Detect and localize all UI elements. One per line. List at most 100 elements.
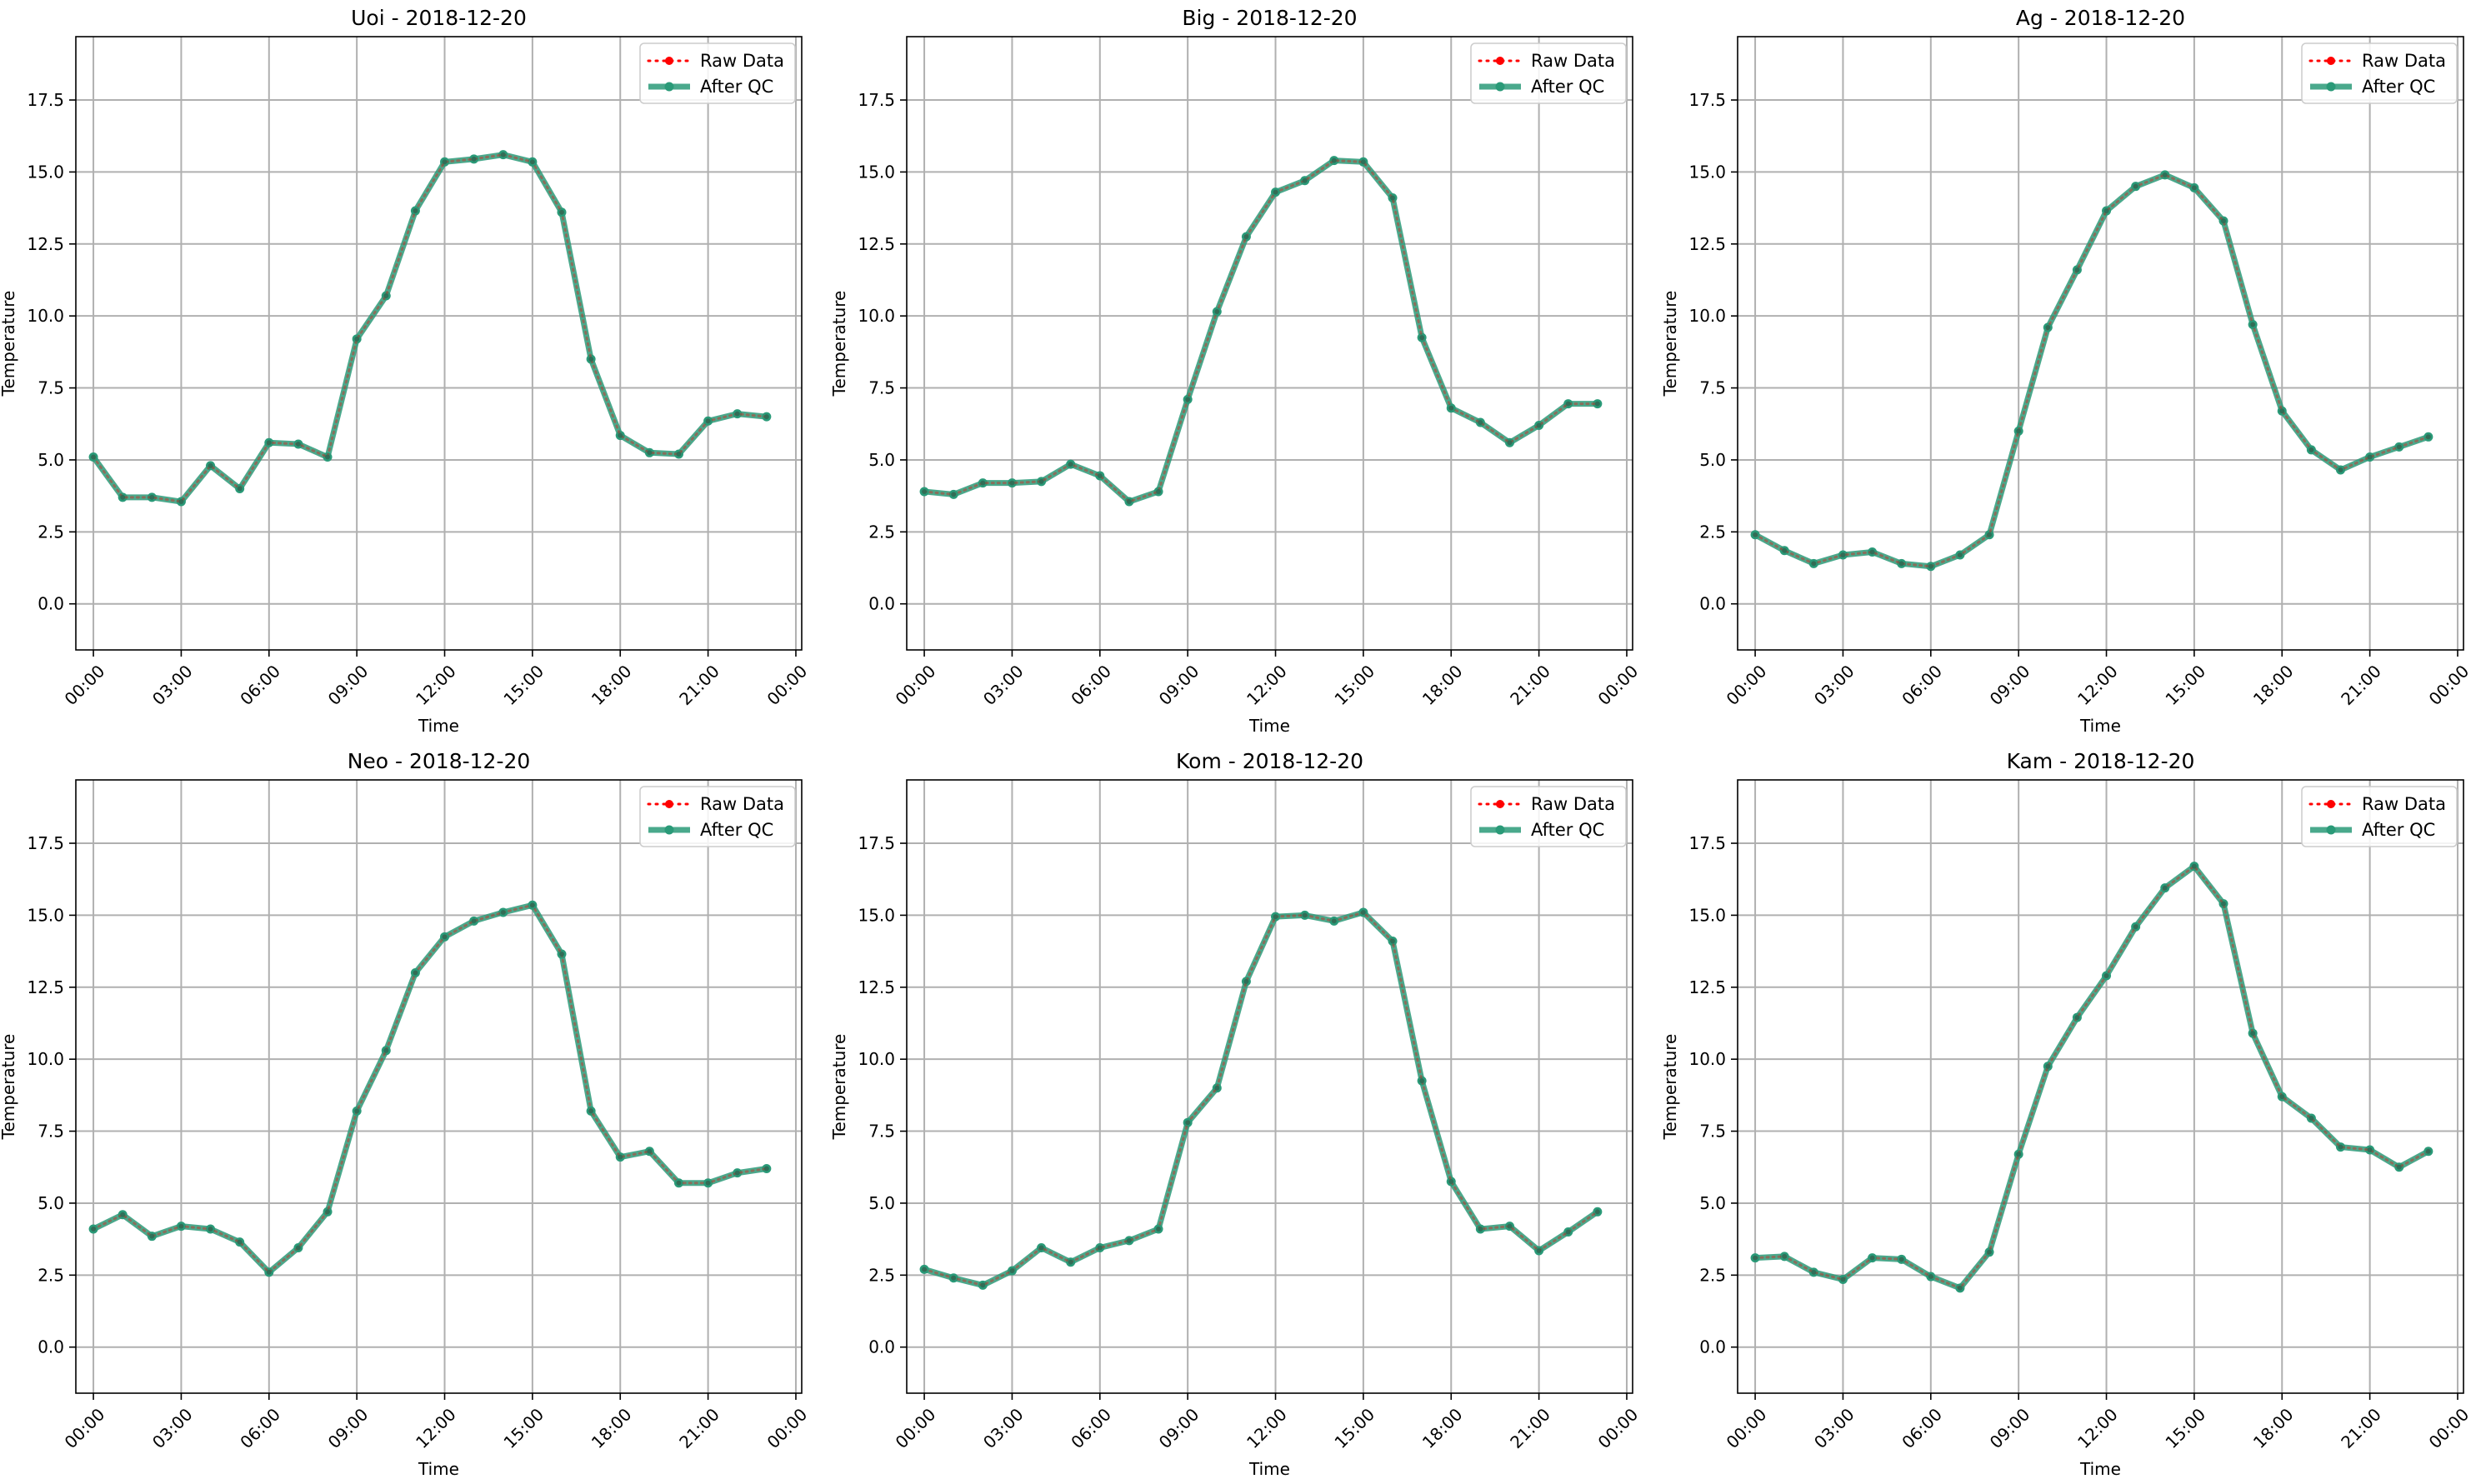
raw-data-point bbox=[1536, 1247, 1542, 1253]
axes-frame bbox=[75, 779, 803, 1394]
raw-data-point bbox=[2308, 447, 2314, 452]
x-tick-label: 21:00 bbox=[1506, 1404, 1554, 1452]
legend-raw-marker bbox=[665, 57, 673, 65]
raw-data-point bbox=[1302, 912, 1308, 918]
raw-data-point bbox=[618, 1154, 623, 1160]
axes-frame bbox=[75, 36, 803, 651]
subplot-4: 00:00 03:00 06:00 09:00 12:00 15:00 18:00 21:00… bbox=[0, 749, 811, 1479]
raw-data-point bbox=[922, 488, 928, 494]
raw-data-point bbox=[1957, 552, 1963, 557]
subplot-title: Neo - 2018-12-20 bbox=[348, 749, 531, 773]
raw-data-point bbox=[1243, 978, 1249, 984]
raw-data-point bbox=[647, 1148, 653, 1154]
raw-data-point bbox=[2191, 185, 2197, 191]
raw-data-point bbox=[2162, 885, 2168, 891]
legend-qc-marker bbox=[2326, 825, 2336, 835]
legend-raw-marker bbox=[2327, 57, 2335, 65]
y-tick-label: 2.5 bbox=[38, 1265, 64, 1285]
raw-data-point bbox=[442, 159, 448, 165]
raw-data-point bbox=[1928, 1274, 1933, 1280]
raw-data-point bbox=[149, 1233, 155, 1239]
y-tick-label: 0.0 bbox=[1699, 1337, 1726, 1357]
raw-data-point bbox=[734, 411, 740, 417]
x-tick-label: 09:00 bbox=[324, 1404, 373, 1452]
y-tick-label: 12.5 bbox=[858, 977, 895, 997]
legend: Raw Data After QC bbox=[2301, 42, 2458, 104]
y-tick-label: 2.5 bbox=[1699, 1265, 1726, 1285]
x-tick-label: 03:00 bbox=[148, 661, 197, 709]
x-tick-label: 18:00 bbox=[588, 661, 636, 709]
x-tick-label: 18:00 bbox=[2249, 1404, 2298, 1452]
raw-data-point bbox=[1009, 480, 1015, 486]
raw-data-point bbox=[266, 1269, 272, 1275]
y-tick-label: 15.0 bbox=[27, 162, 64, 182]
x-tick-label: 03:00 bbox=[979, 661, 1028, 709]
raw-data-point bbox=[529, 902, 535, 908]
x-tick-label: 21:00 bbox=[2337, 661, 2385, 709]
legend-qc-marker bbox=[2326, 82, 2336, 92]
raw-data-point bbox=[1987, 1249, 1993, 1255]
y-axis-label: Temperature bbox=[0, 1034, 18, 1141]
raw-data-point bbox=[1097, 472, 1103, 478]
y-tick-label: 10.0 bbox=[27, 1049, 64, 1069]
y-tick-label: 10.0 bbox=[27, 306, 64, 326]
raw-data-point bbox=[1331, 918, 1337, 924]
x-tick-label: 09:00 bbox=[1155, 661, 1203, 709]
raw-data-point bbox=[1068, 1259, 1073, 1265]
raw-data-point bbox=[178, 499, 184, 505]
raw-data-point bbox=[922, 1267, 928, 1272]
raw-data-point bbox=[295, 441, 301, 447]
y-tick-label: 10.0 bbox=[1688, 1049, 1726, 1069]
raw-data-point bbox=[1782, 547, 1788, 553]
raw-data-point bbox=[1869, 549, 1875, 555]
y-tick-label: 0.0 bbox=[38, 594, 64, 614]
raw-data-point bbox=[1507, 1223, 1513, 1229]
legend: Raw Data After QC bbox=[1470, 786, 1627, 847]
raw-data-point bbox=[500, 909, 506, 915]
x-tick-label: 12:00 bbox=[412, 1404, 460, 1452]
y-tick-label: 12.5 bbox=[27, 977, 64, 997]
x-axis-label: Time bbox=[1248, 1459, 1290, 1479]
raw-data-point bbox=[1811, 1269, 1817, 1275]
raw-data-point bbox=[471, 918, 477, 924]
raw-data-point bbox=[1214, 308, 1220, 314]
x-tick-label: 00:00 bbox=[892, 661, 940, 709]
raw-data-point bbox=[2074, 1015, 2080, 1021]
raw-data-point bbox=[266, 440, 272, 446]
legend-raw-marker bbox=[2327, 800, 2335, 808]
legend-raw-marker bbox=[1496, 800, 1504, 808]
subplot-title: Uoi - 2018-12-20 bbox=[351, 6, 527, 30]
raw-data-point bbox=[1594, 401, 1600, 407]
y-axis-label: Temperature bbox=[829, 291, 849, 397]
raw-data-point bbox=[2103, 972, 2109, 978]
raw-data-point bbox=[2074, 267, 2080, 272]
raw-data-point bbox=[2396, 1164, 2402, 1170]
raw-data-point bbox=[295, 1245, 301, 1251]
raw-data-point bbox=[2133, 183, 2138, 189]
legend: Raw Data After QC bbox=[639, 42, 796, 104]
legend-qc-marker bbox=[1495, 825, 1505, 835]
y-axis-label: Temperature bbox=[1660, 1034, 1680, 1141]
x-tick-label: 00:00 bbox=[892, 1404, 940, 1452]
series-raw-data-line bbox=[92, 903, 768, 1274]
raw-data-point bbox=[705, 418, 711, 424]
x-tick-label: 06:00 bbox=[236, 1404, 284, 1452]
x-tick-label: 00:00 bbox=[1723, 661, 1771, 709]
raw-data-point bbox=[1840, 1277, 1846, 1282]
raw-data-point bbox=[1782, 1253, 1788, 1259]
raw-data-point bbox=[980, 480, 986, 486]
y-tick-label: 5.0 bbox=[1699, 450, 1726, 470]
x-tick-label: 06:00 bbox=[1898, 1404, 1946, 1452]
raw-data-point bbox=[1419, 335, 1425, 341]
raw-data-point bbox=[1273, 914, 1278, 920]
x-tick-label: 09:00 bbox=[1986, 1404, 2034, 1452]
raw-data-point bbox=[676, 1180, 682, 1186]
legend: Raw Data After QC bbox=[1470, 42, 1627, 104]
x-tick-label: 12:00 bbox=[1243, 1404, 1291, 1452]
raw-data-point bbox=[1840, 552, 1846, 557]
raw-data-point bbox=[1156, 488, 1162, 494]
x-tick-label: 06:00 bbox=[236, 661, 284, 709]
raw-data-point bbox=[1185, 397, 1191, 402]
raw-data-point bbox=[120, 494, 126, 500]
